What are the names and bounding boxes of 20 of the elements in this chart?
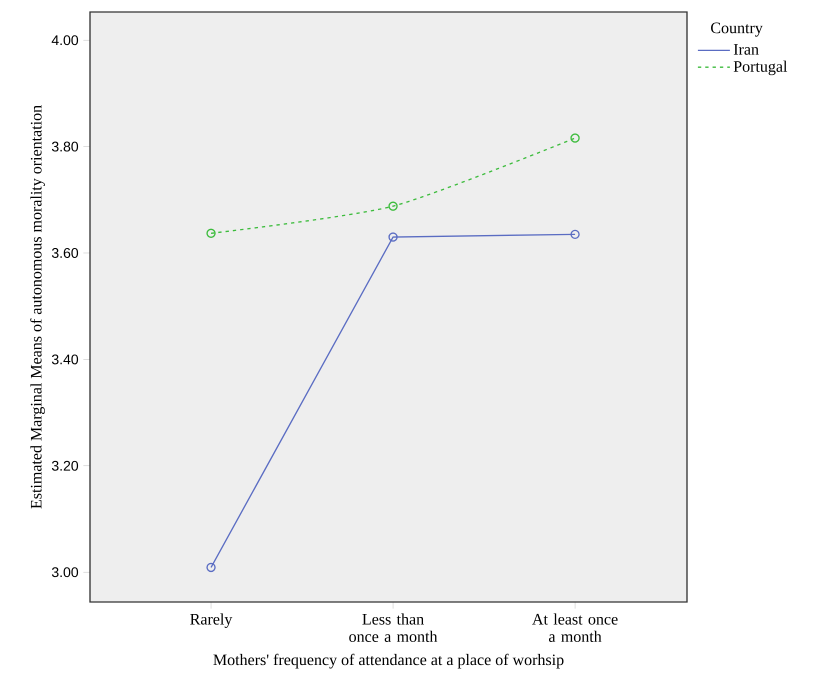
x-axis-title: Mothers' frequency of attendance at a place of worhsip bbox=[213, 654, 564, 668]
x-tick-label: Rarely bbox=[190, 613, 232, 628]
point bbox=[388, 202, 398, 211]
point bbox=[570, 230, 580, 240]
y-tick-label: 3.20 bbox=[52, 460, 78, 471]
legend-title: Country bbox=[711, 22, 763, 37]
y-tick-label: 3.40 bbox=[52, 354, 78, 364]
y-axis-title: Estimated Marginal Means of autonomous morality orientation bbox=[30, 105, 45, 509]
legend-label: Iran bbox=[734, 44, 759, 55]
legend-label: Portugal bbox=[734, 60, 788, 76]
point bbox=[388, 232, 398, 242]
y-tick-label: 4.00 bbox=[52, 35, 78, 46]
point bbox=[206, 562, 216, 572]
y-tick-label: 3.60 bbox=[52, 248, 78, 258]
y-tick-label: 3.80 bbox=[52, 142, 78, 152]
x-tick-label: Less than once a month bbox=[349, 613, 438, 642]
y-tick-label: 3.00 bbox=[52, 567, 78, 578]
point bbox=[206, 228, 216, 238]
x-tick-label: At least once a month bbox=[532, 613, 618, 642]
point bbox=[570, 133, 580, 143]
